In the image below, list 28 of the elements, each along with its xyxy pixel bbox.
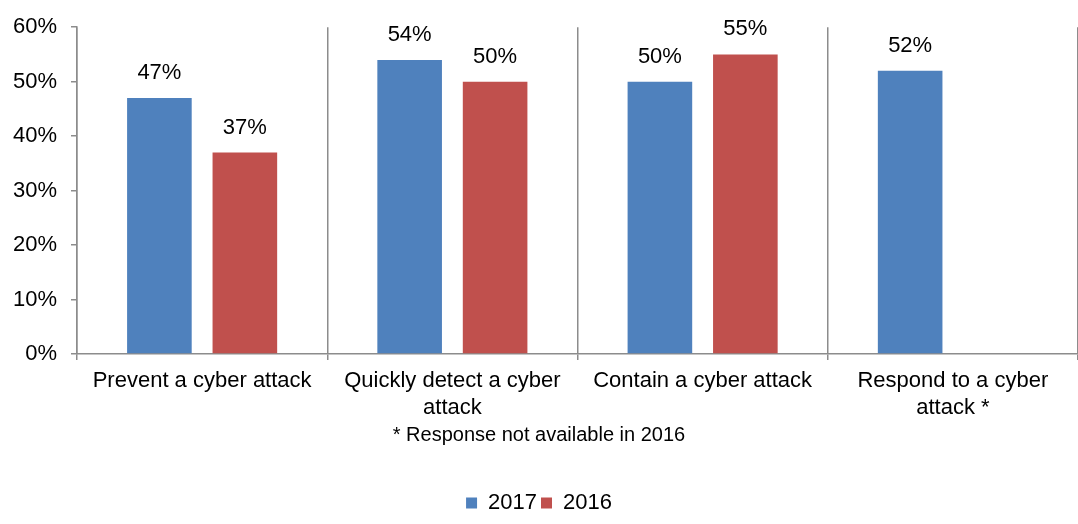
bar xyxy=(462,81,528,354)
x-tick-label: Prevent a cyber attack xyxy=(92,367,313,393)
y-tick-label: 20% xyxy=(12,231,57,257)
bar xyxy=(627,81,693,354)
data-label: 52% xyxy=(888,31,933,57)
y-tick-label: 0% xyxy=(25,340,57,366)
y-tick-label: 10% xyxy=(12,285,57,311)
bar xyxy=(377,59,442,354)
data-label: 37% xyxy=(222,113,267,139)
data-label: 50% xyxy=(473,42,518,68)
y-tick-label: 40% xyxy=(12,122,57,148)
x-tick-label: Quickly detect a cyber attack xyxy=(344,367,561,419)
legend-label: 2017 xyxy=(488,489,538,515)
bar xyxy=(212,152,278,354)
data-label: 55% xyxy=(723,15,768,41)
data-label: 54% xyxy=(387,20,432,46)
y-tick-label: 60% xyxy=(12,13,57,39)
x-tick-label: Respond to a cyber attack * xyxy=(857,367,1049,419)
legend-label: 2016 xyxy=(563,489,612,515)
data-label: 50% xyxy=(637,42,682,68)
bar xyxy=(877,70,943,354)
y-tick-label: 50% xyxy=(12,67,57,93)
data-label: 47% xyxy=(137,59,182,85)
text: * Response not available in 2016 xyxy=(392,422,686,445)
y-tick-label: 30% xyxy=(12,176,57,202)
x-tick-label: Contain a cyber attack xyxy=(593,367,814,393)
bar xyxy=(713,54,778,354)
bar xyxy=(127,98,192,354)
